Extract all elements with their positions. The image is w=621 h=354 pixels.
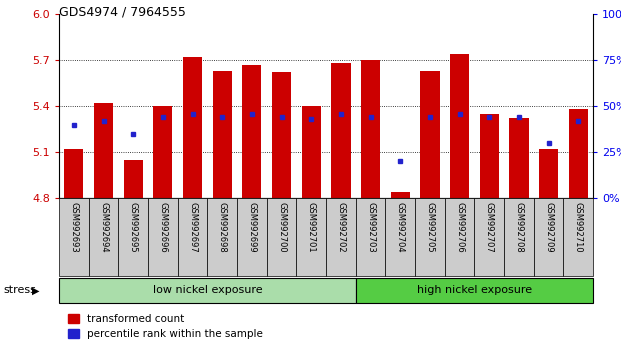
- Bar: [474, 198, 504, 276]
- Bar: [331, 63, 350, 198]
- Bar: [148, 198, 178, 276]
- Text: GDS4974 / 7964555: GDS4974 / 7964555: [59, 5, 186, 18]
- Legend: transformed count, percentile rank within the sample: transformed count, percentile rank withi…: [64, 310, 267, 343]
- Bar: [94, 103, 113, 198]
- Text: ▶: ▶: [32, 285, 40, 295]
- Bar: [533, 198, 563, 276]
- Bar: [124, 160, 143, 198]
- Text: GSM992693: GSM992693: [70, 202, 78, 253]
- Bar: [302, 106, 321, 198]
- Bar: [212, 71, 232, 198]
- Text: GSM992710: GSM992710: [574, 202, 582, 253]
- Text: GSM992701: GSM992701: [307, 202, 315, 253]
- Text: GSM992698: GSM992698: [218, 202, 227, 253]
- Bar: [207, 198, 237, 276]
- Bar: [420, 71, 440, 198]
- Bar: [479, 114, 499, 198]
- Bar: [450, 54, 469, 198]
- Text: GSM992695: GSM992695: [129, 202, 138, 253]
- Bar: [504, 198, 533, 276]
- Text: GSM992696: GSM992696: [158, 202, 167, 253]
- Bar: [563, 198, 593, 276]
- Bar: [326, 198, 356, 276]
- Text: low nickel exposure: low nickel exposure: [153, 285, 262, 295]
- Bar: [386, 198, 415, 276]
- Text: GSM992697: GSM992697: [188, 202, 197, 253]
- Bar: [89, 198, 119, 276]
- Bar: [266, 198, 296, 276]
- Text: high nickel exposure: high nickel exposure: [417, 285, 532, 295]
- Bar: [391, 192, 410, 198]
- Bar: [445, 198, 474, 276]
- Bar: [59, 278, 356, 303]
- Bar: [119, 198, 148, 276]
- Bar: [237, 198, 266, 276]
- Text: GSM992699: GSM992699: [247, 202, 256, 253]
- Text: GSM992700: GSM992700: [277, 202, 286, 253]
- Bar: [509, 119, 528, 198]
- Bar: [415, 198, 445, 276]
- Bar: [183, 57, 202, 198]
- Bar: [59, 198, 89, 276]
- Bar: [153, 106, 173, 198]
- Text: GSM992704: GSM992704: [396, 202, 405, 253]
- Bar: [569, 109, 588, 198]
- Text: GSM992705: GSM992705: [425, 202, 434, 253]
- Text: stress: stress: [3, 285, 36, 295]
- Bar: [539, 149, 558, 198]
- Bar: [242, 65, 261, 198]
- Bar: [296, 198, 326, 276]
- Text: GSM992708: GSM992708: [514, 202, 524, 253]
- Text: GSM992702: GSM992702: [337, 202, 345, 253]
- Bar: [361, 60, 380, 198]
- Bar: [178, 198, 207, 276]
- Text: GSM992707: GSM992707: [485, 202, 494, 253]
- Text: GSM992706: GSM992706: [455, 202, 464, 253]
- Bar: [64, 149, 83, 198]
- Bar: [356, 198, 386, 276]
- Bar: [272, 73, 291, 198]
- Text: GSM992703: GSM992703: [366, 202, 375, 253]
- Bar: [356, 278, 593, 303]
- Text: GSM992709: GSM992709: [544, 202, 553, 253]
- Text: GSM992694: GSM992694: [99, 202, 108, 253]
